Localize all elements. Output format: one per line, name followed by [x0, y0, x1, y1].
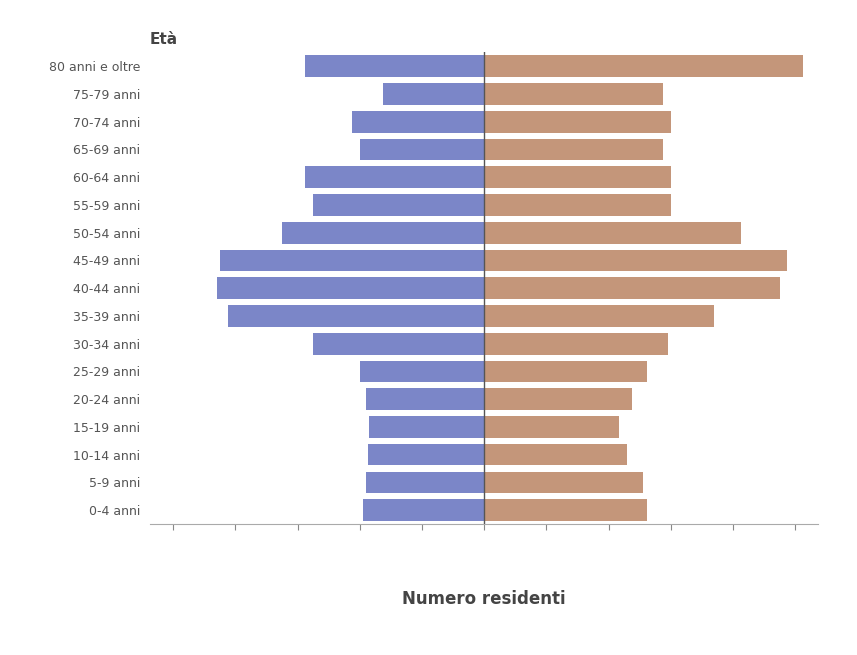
Bar — [484, 416, 620, 438]
Bar — [366, 472, 484, 493]
Bar — [484, 333, 668, 354]
Bar — [484, 111, 671, 132]
Bar — [484, 139, 663, 160]
Bar — [360, 361, 484, 383]
Text: Numero residenti: Numero residenti — [403, 590, 566, 608]
Bar — [313, 194, 484, 215]
Bar — [484, 222, 740, 244]
Bar — [352, 111, 484, 132]
Bar — [220, 250, 484, 271]
Bar — [484, 444, 627, 466]
Bar — [217, 277, 484, 299]
Bar — [305, 166, 484, 188]
Bar — [368, 444, 484, 466]
Bar — [360, 139, 484, 160]
Bar — [313, 333, 484, 354]
Bar — [484, 83, 663, 105]
Bar — [228, 305, 484, 327]
Bar — [484, 277, 780, 299]
Bar — [305, 56, 484, 77]
Bar — [484, 472, 643, 493]
Bar — [484, 499, 647, 521]
Bar — [484, 305, 714, 327]
Bar — [366, 388, 484, 410]
Bar — [484, 166, 671, 188]
Bar — [484, 388, 632, 410]
Text: Età: Età — [150, 32, 178, 47]
Bar — [484, 361, 647, 383]
Bar — [282, 222, 484, 244]
Bar — [484, 56, 803, 77]
Bar — [484, 194, 671, 215]
Bar — [363, 499, 484, 521]
Bar — [383, 83, 484, 105]
Bar — [369, 416, 484, 438]
Bar — [484, 250, 788, 271]
